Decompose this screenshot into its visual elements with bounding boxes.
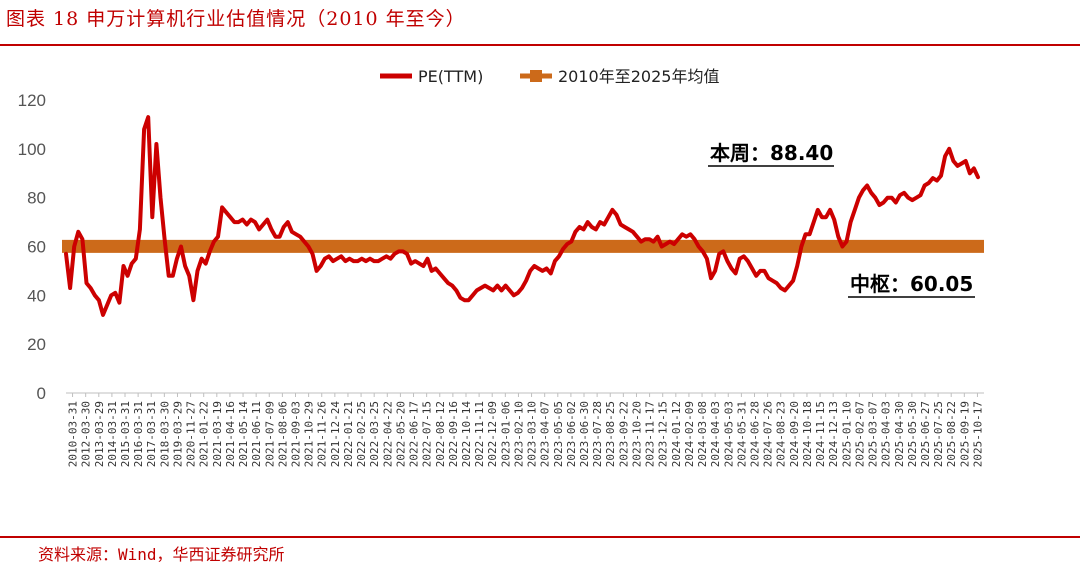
y-tick-label: 0 (37, 384, 46, 403)
x-tick-label: 2023-08-25 (604, 401, 617, 467)
x-tick-label: 2019-03-29 (171, 401, 184, 467)
x-tick-label: 2022-03-25 (368, 401, 381, 467)
header-rule (0, 44, 1080, 46)
x-tick-label: 2025-10-17 (971, 401, 984, 467)
x-tick-label: 2022-12-09 (486, 401, 499, 467)
y-tick-label: 80 (27, 189, 46, 208)
x-tick-label: 2023-03-10 (526, 401, 539, 467)
chart-legend: PE(TTM) 2010年至2025年均值 (380, 67, 719, 86)
y-tick-label: 40 (27, 286, 46, 305)
source-note: 资料来源：Wind，华西证券研究所 (38, 545, 285, 564)
x-tick-label: 2023-09-22 (617, 401, 630, 467)
y-tick-label: 100 (18, 140, 46, 159)
x-tick-label: 2017-03-31 (145, 401, 158, 467)
x-tick-label: 2022-05-20 (394, 401, 407, 467)
x-tick-label: 2023-06-30 (578, 401, 591, 467)
x-tick-label: 2024-03-08 (696, 401, 709, 467)
x-tick-label: 2022-11-11 (473, 401, 486, 467)
x-tick-label: 2021-08-06 (276, 401, 289, 467)
x-tick-label: 2022-04-22 (381, 401, 394, 467)
x-tick-label: 2022-08-12 (434, 401, 447, 467)
x-tick-label: 2024-01-12 (670, 401, 683, 467)
x-tick-label: 2022-09-16 (447, 401, 460, 467)
x-tick-label: 2024-04-03 (709, 401, 722, 467)
plot-area (62, 115, 984, 317)
x-tick-label: 2025-08-22 (945, 401, 958, 467)
x-tick-label: 2024-09-20 (788, 401, 801, 467)
x-tick-label: 2021-06-11 (250, 401, 263, 467)
x-tick-label: 2024-02-09 (683, 401, 696, 467)
y-tick-label: 60 (27, 238, 46, 257)
x-tick-label: 2023-12-15 (657, 401, 670, 467)
x-tick-label: 2012-03-30 (80, 401, 93, 467)
x-tick-label: 2024-07-26 (762, 401, 775, 467)
y-tick-label: 20 (27, 335, 46, 354)
x-tick-label: 2023-02-10 (512, 401, 525, 467)
x-tick-label: 2025-06-27 (919, 401, 932, 467)
x-tick-label: 2024-06-28 (749, 401, 762, 467)
x-tick-label: 2018-03-30 (158, 401, 171, 467)
x-tick-label: 2024-12-13 (827, 401, 840, 467)
x-tick-label: 2021-03-19 (211, 401, 224, 467)
x-tick-label: 2023-04-07 (539, 401, 552, 467)
x-tick-label: 2025-01-10 (840, 401, 853, 467)
x-axis: 2010-03-31 2012-03-30 2013-03-29 2014-03-31… (66, 392, 984, 468)
x-tick-label: 2020-11-27 (185, 401, 198, 467)
x-tick-label: 2014-03-31 (106, 401, 119, 467)
series-pe-line (64, 115, 980, 317)
x-tick-label: 2021-11-26 (316, 401, 329, 467)
x-tick-label: 2022-10-14 (460, 401, 473, 468)
y-axis: 0 20 40 60 80 100 120 (18, 91, 46, 403)
x-tick-label: 2016-03-31 (132, 401, 145, 467)
x-tick-label: 2025-04-03 (880, 401, 893, 467)
x-tick-label: 2025-07-25 (932, 401, 945, 467)
x-tick-label: 2015-03-31 (119, 401, 132, 467)
x-tick-label: 2025-09-19 (958, 401, 971, 467)
x-tick-label: 2023-11-17 (644, 401, 657, 467)
x-tick-label: 2023-10-20 (630, 401, 643, 467)
x-tick-label: 2024-10-18 (801, 401, 814, 467)
x-tick-label: 2022-02-25 (355, 401, 368, 467)
footer-rule (0, 536, 1080, 538)
legend-label-mean: 2010年至2025年均值 (558, 67, 719, 86)
x-tick-label: 2023-07-28 (591, 401, 604, 467)
x-tick-label: 2013-03-29 (93, 401, 106, 467)
x-tick-label: 2021-01-22 (198, 401, 211, 467)
x-tick-label: 2024-08-23 (775, 401, 788, 467)
x-tick-label: 2022-07-15 (421, 401, 434, 467)
x-tick-label: 2021-10-29 (303, 401, 316, 467)
legend-label-pe: PE(TTM) (418, 67, 483, 86)
annotation-current: 本周：88.40 (710, 141, 833, 165)
annotation-center: 中枢：60.05 (850, 272, 973, 296)
x-tick-label: 2022-01-21 (342, 401, 355, 467)
x-tick-label: 2024-05-03 (722, 401, 735, 467)
x-tick-label: 2023-05-05 (552, 401, 565, 467)
x-tick-label: 2021-04-16 (224, 401, 237, 467)
x-tick-label: 2022-06-17 (408, 401, 421, 467)
annotations: 本周：88.40 中枢：60.05 (708, 141, 975, 298)
x-tick-label: 2021-07-09 (263, 401, 276, 467)
x-tick-label: 2025-05-30 (906, 401, 919, 467)
x-tick-label: 2025-03-07 (867, 401, 880, 467)
x-tick-label: 2023-01-06 (499, 401, 512, 467)
x-tick-label: 2010-03-31 (67, 401, 80, 467)
x-tick-label: 2021-12-24 (329, 401, 342, 468)
x-tick-label: 2024-05-31 (735, 401, 748, 467)
x-tick-label: 2024-11-15 (814, 401, 827, 467)
x-tick-label: 2025-04-30 (893, 401, 906, 467)
figure-title: 图表 18 申万计算机行业估值情况（2010 年至今） (6, 8, 466, 30)
x-tick-label: 2021-05-14 (237, 401, 250, 468)
legend-marker-mean (530, 70, 542, 82)
y-tick-label: 120 (18, 91, 46, 110)
x-tick-label: 2023-06-02 (565, 401, 578, 467)
x-tick-label: 2025-02-07 (853, 401, 866, 467)
x-tick-label: 2021-09-03 (290, 401, 303, 467)
